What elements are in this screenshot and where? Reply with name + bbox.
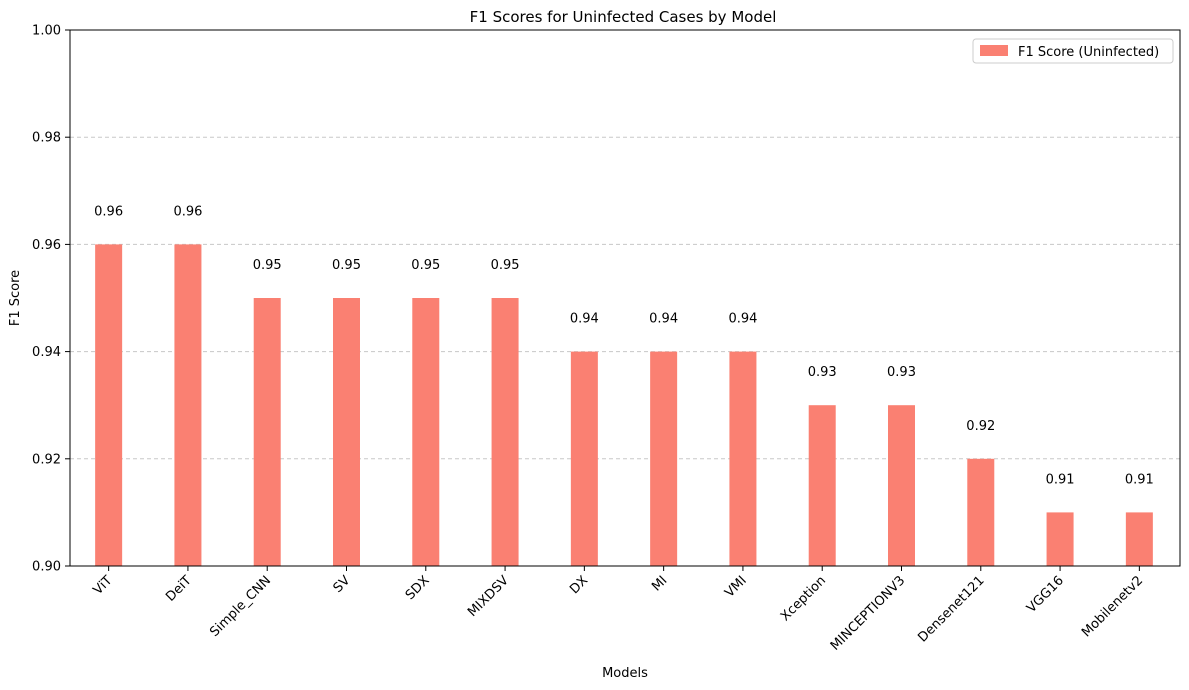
- bar: [95, 244, 123, 566]
- x-tick-label: Mobilenetv2: [1079, 573, 1146, 640]
- bar-value-label: 0.95: [491, 258, 520, 273]
- legend: F1 Score (Uninfected): [972, 38, 1174, 64]
- y-tick-label: 0.94: [32, 345, 61, 360]
- bar: [650, 351, 678, 566]
- x-tick-label: SDX: [403, 573, 433, 603]
- legend-box: [972, 38, 1174, 64]
- bar-value-label: 0.95: [253, 258, 282, 273]
- x-tick-label: MIXDSV: [465, 573, 512, 620]
- x-tick-label: DX: [567, 573, 591, 597]
- bar: [967, 458, 995, 566]
- bar: [1046, 512, 1074, 566]
- bar-value-label: 0.94: [570, 312, 599, 327]
- bar: [491, 298, 519, 566]
- x-tick-label: MINCEPTIONV3: [828, 573, 908, 653]
- bar-value-label: 0.93: [887, 365, 916, 380]
- y-axis-title: F1 Score: [8, 270, 23, 326]
- x-tick-label: ViT: [91, 573, 116, 598]
- x-axis-title: Models: [602, 666, 648, 681]
- bar-value-label: 0.95: [411, 258, 440, 273]
- x-tick-label: Simple_CNN: [207, 573, 274, 640]
- x-axis: ViT DeiT Simple_CNN SV SDX MIXDSV DX MI VMI Xcept…: [91, 566, 1146, 654]
- legend-swatch: [980, 45, 1008, 56]
- y-tick-label: 0.96: [32, 238, 61, 253]
- grid-lines: [70, 136, 1180, 460]
- bar-value-labels: 0.96 0.96 0.95 0.95 0.95 0.95 0.94 0.94 0.94 0.93…: [94, 204, 1154, 487]
- x-tick-label: MI: [649, 573, 670, 594]
- bar-value-label: 0.96: [173, 204, 202, 219]
- bar-value-label: 0.94: [649, 312, 678, 327]
- bar: [174, 244, 202, 566]
- bar-value-label: 0.93: [808, 365, 837, 380]
- y-tick-label: 0.92: [32, 452, 61, 467]
- bar: [333, 298, 360, 566]
- x-tick-label: VGG16: [1024, 573, 1067, 616]
- bar: [808, 405, 836, 566]
- plot-frame: [69, 29, 1181, 567]
- x-tick-label: Xception: [778, 573, 829, 624]
- bar-value-label: 0.91: [1046, 472, 1075, 487]
- legend-label: F1 Score (Uninfected): [1018, 45, 1159, 60]
- bar-value-label: 0.95: [332, 258, 361, 273]
- bar: [888, 405, 915, 566]
- bar-value-label: 0.91: [1125, 472, 1154, 487]
- y-tick-label: 0.90: [32, 560, 61, 575]
- x-tick-label: DeiT: [163, 573, 195, 605]
- chart-title: F1 Scores for Uninfected Cases by Model: [470, 8, 777, 26]
- bar-value-label: 0.94: [728, 312, 757, 327]
- bar: [412, 298, 440, 566]
- bars: [95, 244, 1153, 566]
- y-tick-label: 1.00: [32, 24, 61, 39]
- x-tick-label: VMI: [722, 573, 750, 601]
- bar: [570, 351, 598, 566]
- y-axis: 0.90 0.92 0.94 0.96 0.98 1.00: [32, 24, 70, 575]
- bar: [253, 298, 281, 566]
- y-tick-label: 0.98: [32, 131, 61, 146]
- bar: [1125, 512, 1153, 566]
- bar-value-label: 0.96: [94, 204, 123, 219]
- x-tick-label: SV: [331, 573, 354, 596]
- x-tick-label: Densenet121: [915, 573, 987, 645]
- bar: [729, 351, 757, 566]
- bar-value-label: 0.92: [966, 419, 995, 434]
